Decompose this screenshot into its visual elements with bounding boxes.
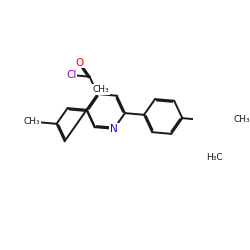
Text: CH₃: CH₃ <box>93 85 109 94</box>
Text: N: N <box>110 124 118 134</box>
Text: CH₃: CH₃ <box>24 117 40 126</box>
Text: O: O <box>76 58 84 68</box>
Text: CH₃: CH₃ <box>233 115 250 124</box>
Text: Cl: Cl <box>66 70 76 80</box>
Text: H₃C: H₃C <box>206 153 223 162</box>
